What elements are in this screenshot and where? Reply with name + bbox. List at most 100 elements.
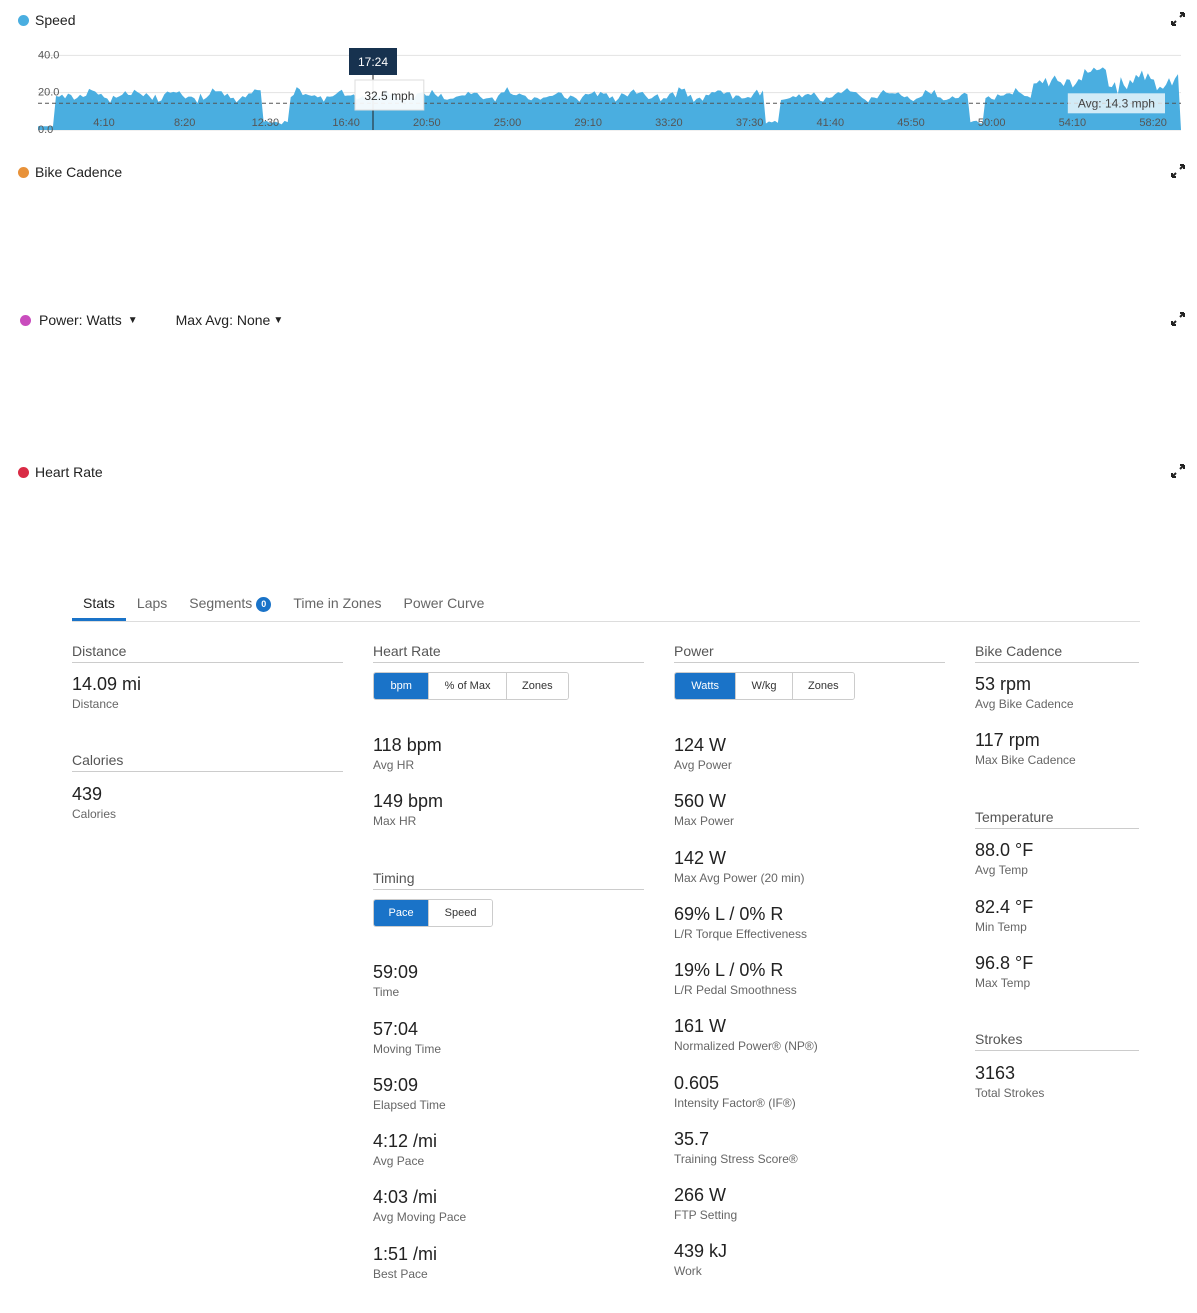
speed-plot[interactable]: 40.0 20.0 0.0 4:10 8:20 12:30 16:40 20:50 25:00 2…: [0, 0, 1197, 148]
strokes-section-title: Strokes: [975, 1031, 1139, 1051]
tab-label: Power Curve: [403, 595, 485, 611]
zones-toggle-button[interactable]: Zones: [506, 673, 568, 699]
svg-text:17:24: 17:24: [358, 55, 388, 69]
speed-chart-title: Speed: [35, 12, 76, 28]
total-strokes-stat: 3163 Total Strokes: [975, 1062, 1044, 1100]
expand-icon[interactable]: [1171, 164, 1185, 178]
power-chart[interactable]: Power: Watts ▼ Max Avg: None ▼ 750500250…: [0, 300, 1197, 448]
calories-section-title: Calories: [72, 752, 343, 772]
x-tick-label: 12:30: [252, 117, 280, 129]
timing-unit-toggle: Pace Speed: [373, 899, 493, 927]
heart-rate-unit-toggle: bpm % of Max Zones: [373, 672, 569, 700]
training-stress-score-stat: 35.7 Training Stress Score®: [674, 1128, 798, 1166]
stat-label: Normalized Power® (NP®): [674, 1039, 818, 1053]
stat-value: 82.4 °F: [975, 897, 1034, 917]
avg-bike-cadence-stat: 53 rpm Avg Bike Cadence: [975, 673, 1074, 711]
normalized-power-stat: 161 W Normalized Power® (NP®): [674, 1015, 818, 1053]
stat-label: Training Stress Score®: [674, 1152, 798, 1166]
heart-rate-chart[interactable]: Heart Rate 150125100754:108:2012:3016:40…: [0, 452, 1197, 600]
heart-rate-chart-title: Heart Rate: [35, 464, 103, 480]
avg-temp-stat: 88.0 °F Avg Temp: [975, 839, 1033, 877]
power-metric-dropdown[interactable]: Power: Watts ▼: [39, 312, 138, 328]
stat-value: 35.7: [674, 1129, 710, 1149]
x-tick-label: 37:30: [736, 117, 764, 129]
cadence-plot[interactable]: 1501005004:108:2012:3016:4020:5025:0029:…: [0, 152, 1197, 300]
ftp-setting-stat: 266 W FTP Setting: [674, 1184, 737, 1222]
heart-rate-chart-header: Heart Rate: [18, 462, 103, 482]
stat-value: 1:51 /mi: [373, 1244, 438, 1264]
tab-label: Stats: [83, 595, 115, 611]
stat-label: Max HR: [373, 814, 417, 828]
w-per-kg-toggle-button[interactable]: W/kg: [736, 673, 793, 699]
chevron-down-icon: ▼: [127, 314, 138, 326]
stat-label: Avg Power: [674, 758, 732, 772]
stat-value: 142 W: [674, 848, 727, 868]
x-tick-label: 4:10: [93, 117, 114, 129]
stat-value: 4:03 /mi: [373, 1187, 438, 1207]
stat-label: Calories: [72, 807, 117, 821]
stat-value: 117 rpm: [975, 730, 1040, 750]
tab-label: Time in Zones: [293, 595, 382, 611]
speed-toggle-button[interactable]: Speed: [429, 900, 492, 926]
tab-label: Segments: [189, 595, 253, 611]
pedal-smoothness-stat: 19% L / 0% R L/R Pedal Smoothness: [674, 959, 797, 997]
watts-toggle-button[interactable]: Watts: [675, 673, 737, 699]
speed-area: [38, 67, 1181, 130]
max-hr-stat: 149 bpm Max HR: [373, 790, 443, 828]
heart-rate-plot[interactable]: 150125100754:108:2012:3016:4020:5025:002…: [0, 452, 1197, 600]
y-tick-label: 20.0: [38, 87, 59, 99]
max-avg-dropdown[interactable]: Max Avg: None ▼: [176, 312, 284, 328]
avg-pace-stat: 4:12 /mi Avg Pace: [373, 1130, 437, 1168]
stat-value: 4:12 /mi: [373, 1131, 438, 1151]
max-temp-stat: 96.8 °F Max Temp: [975, 952, 1033, 990]
expand-icon[interactable]: [1171, 464, 1185, 478]
percent-of-max-toggle-button[interactable]: % of Max: [429, 673, 507, 699]
max-bike-cadence-stat: 117 rpm Max Bike Cadence: [975, 729, 1076, 767]
x-tick-label: 8:20: [174, 117, 195, 129]
avg-hr-stat: 118 bpm Avg HR: [373, 734, 442, 772]
stat-label: Elapsed Time: [373, 1098, 446, 1112]
stat-value: 124 W: [674, 735, 727, 755]
max-avg-power-stat: 142 W Max Avg Power (20 min): [674, 847, 805, 885]
temperature-section-title: Temperature: [975, 809, 1139, 829]
x-tick-label: 25:00: [494, 117, 522, 129]
tab-segments[interactable]: Segments 0: [178, 590, 282, 621]
speed-chart[interactable]: Speed 40.0 20.0 0.0 4:10 8:20 12:30 16:40 20:50…: [0, 0, 1197, 148]
stat-value: 0.605: [674, 1073, 720, 1093]
tab-power-curve[interactable]: Power Curve: [393, 590, 496, 621]
pace-toggle-button[interactable]: Pace: [374, 900, 430, 926]
stat-label: Avg HR: [373, 758, 415, 772]
stat-value: 53 rpm: [975, 674, 1032, 694]
torque-effectiveness-stat: 69% L / 0% R L/R Torque Effectiveness: [674, 903, 807, 941]
expand-icon[interactable]: [1171, 12, 1185, 26]
stat-label: Avg Temp: [975, 863, 1028, 877]
power-chart-header: Power: Watts ▼ Max Avg: None ▼: [18, 310, 283, 330]
tab-stats[interactable]: Stats: [72, 590, 126, 621]
time-stat: 59:09 Time: [373, 961, 418, 999]
stat-value: 59:09: [373, 1075, 419, 1095]
speed-legend-dot: [18, 14, 29, 26]
stat-value: 69% L / 0% R: [674, 904, 784, 924]
stat-value: 149 bpm: [373, 791, 444, 811]
cadence-chart[interactable]: Bike Cadence 1501005004:108:2012:3016:40…: [0, 152, 1197, 300]
tab-laps[interactable]: Laps: [126, 590, 178, 621]
x-tick-label: 45:50: [897, 117, 925, 129]
segments-count-badge: 0: [256, 597, 272, 612]
power-plot[interactable]: 75050025004:108:2012:3016:4020:5025:0029…: [0, 300, 1197, 448]
zones-toggle-button[interactable]: Zones: [792, 673, 854, 699]
x-tick-label: 58:20: [1139, 117, 1167, 129]
stat-label: Min Temp: [975, 920, 1027, 934]
cadence-chart-title: Bike Cadence: [35, 164, 123, 180]
stat-value: 59:09: [373, 962, 419, 982]
stat-value: 88.0 °F: [975, 840, 1034, 860]
stat-value: 118 bpm: [373, 735, 442, 755]
power-chart-title: Power: Watts: [39, 312, 122, 328]
stat-label: Total Strokes: [975, 1086, 1045, 1100]
stat-label: Max Bike Cadence: [975, 753, 1076, 767]
tab-label: Laps: [136, 595, 168, 611]
average-label: Avg: 14.3 mph: [1067, 93, 1165, 114]
x-tick-label: 16:40: [332, 117, 360, 129]
bpm-toggle-button[interactable]: bpm: [374, 673, 430, 699]
expand-icon[interactable]: [1171, 312, 1185, 326]
tab-time-in-zones[interactable]: Time in Zones: [282, 590, 392, 621]
